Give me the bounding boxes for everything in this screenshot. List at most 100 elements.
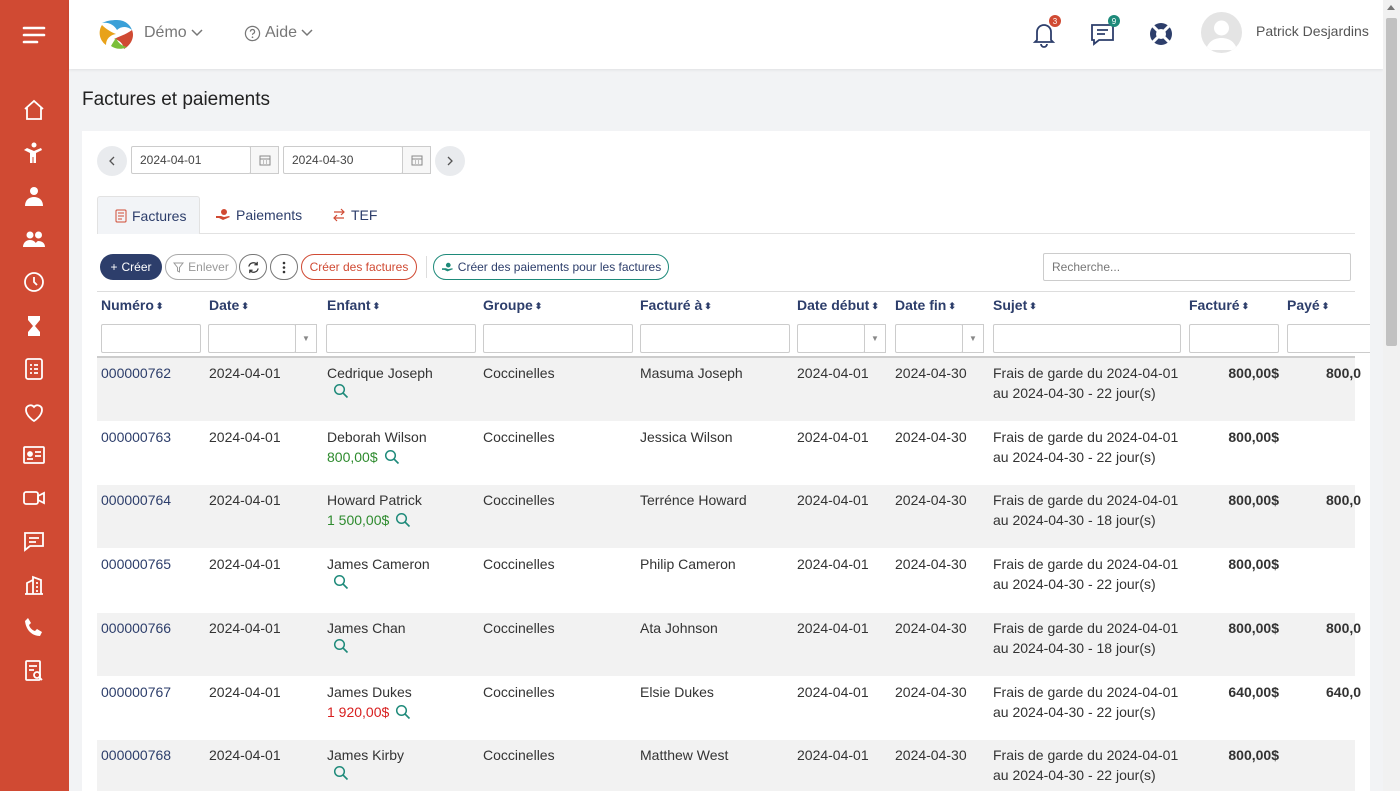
table-row[interactable]: 000000765 2024-04-01 James Cameron Coccinel… (97, 549, 1355, 612)
help-menu[interactable]: Aide (244, 24, 313, 42)
column-header-paye[interactable]: Payé ⬍ (1287, 297, 1329, 313)
filter-numero[interactable] (101, 324, 201, 353)
previous-period-button[interactable] (97, 146, 127, 176)
group-name: Coccinelles (483, 428, 555, 445)
tab-invoices[interactable]: Factures (97, 196, 200, 234)
table-row[interactable]: 000000766 2024-04-01 James Chan Coccinelles… (97, 612, 1361, 676)
filter-groupe[interactable] (483, 324, 633, 353)
support-button[interactable] (1147, 20, 1175, 48)
column-header-sujet[interactable]: Sujet ⬍ (993, 297, 1037, 313)
remove-filter-button[interactable]: Enlever (165, 254, 237, 280)
child-icon[interactable] (14, 137, 54, 169)
filter-date-debut[interactable] (797, 324, 865, 353)
filter-divider (97, 356, 1355, 358)
end-date-input[interactable] (283, 146, 403, 174)
invoice-list-icon[interactable] (14, 353, 54, 385)
column-header-enfant-label: Enfant (327, 297, 371, 313)
invoice-date: 2024-04-01 (209, 428, 281, 445)
child-name: Howard Patrick (327, 492, 422, 509)
next-period-button[interactable] (435, 146, 465, 176)
scroll-thumb[interactable] (1386, 18, 1397, 346)
id-card-icon[interactable] (14, 439, 54, 471)
invoice-number-link[interactable]: 000000763 (101, 428, 172, 445)
column-header-date-debut[interactable]: Date début ⬍ (797, 297, 879, 313)
org-menu[interactable]: Démo (144, 24, 203, 42)
filter-sujet[interactable] (993, 324, 1181, 353)
group-name: Coccinelles (483, 747, 555, 764)
notifications-button[interactable]: 3 (1030, 15, 1061, 48)
refresh-button[interactable] (239, 254, 267, 280)
menu-toggle-icon[interactable] (14, 19, 54, 51)
create-payments-button[interactable]: Créer des paiements pour les factures (433, 254, 669, 280)
child-cell: James Kirby (327, 745, 404, 781)
child-name: James Kirby (327, 747, 405, 764)
remove-filter-label: Enlever (188, 260, 229, 274)
more-options-button[interactable] (270, 254, 298, 280)
home-icon[interactable] (14, 94, 54, 126)
start-date-calendar-button[interactable] (250, 146, 279, 174)
group-icon[interactable] (14, 223, 54, 255)
create-button[interactable]: + Créer (100, 254, 162, 280)
table-row[interactable]: 000000762 2024-04-01 Cedrique Joseph Coccin… (97, 358, 1361, 421)
filter-paye[interactable] (1287, 324, 1370, 353)
start-date: 2024-04-01 (797, 619, 869, 636)
avatar[interactable] (1201, 12, 1242, 53)
invoice-number-link[interactable]: 000000764 (101, 492, 172, 509)
table-row[interactable]: 000000768 2024-04-01 James Kirby Coccinelle… (97, 740, 1355, 791)
invoice-number-link[interactable]: 000000765 (101, 556, 172, 573)
clock-icon[interactable] (14, 266, 54, 298)
column-header-groupe[interactable]: Groupe ⬍ (483, 297, 542, 313)
filter-date-fin[interactable] (895, 324, 963, 353)
table-row[interactable]: 000000764 2024-04-01 Howard Patrick 1 500,0… (97, 485, 1361, 549)
search-input[interactable] (1043, 253, 1351, 281)
tab-transfers[interactable]: TEF (332, 196, 377, 234)
sort-icon: ⬍ (155, 301, 164, 311)
phone-icon[interactable] (14, 612, 54, 644)
end-date: 2024-04-30 (895, 747, 967, 764)
chevron-right-icon (447, 156, 453, 166)
sidebar (0, 0, 69, 791)
invoice-number-link[interactable]: 000000767 (101, 683, 172, 700)
filter-date-fin-dropdown[interactable]: ▼ (962, 324, 984, 353)
tab-payments[interactable]: Paiements (215, 196, 302, 234)
start-date-input[interactable] (131, 146, 251, 174)
end-date-calendar-button[interactable] (402, 146, 431, 174)
column-header-date[interactable]: Date ⬍ (209, 297, 249, 313)
staff-icon[interactable] (14, 180, 54, 212)
column-header-date-fin[interactable]: Date fin ⬍ (895, 297, 956, 313)
child-balance-line: 800,00$ (327, 447, 427, 467)
heart-icon[interactable] (14, 396, 54, 428)
column-header-facture-a[interactable]: Facturé à ⬍ (640, 297, 712, 313)
invoice-date: 2024-04-01 (209, 492, 281, 509)
column-header-facture[interactable]: Facturé ⬍ (1189, 297, 1249, 313)
invoice-number-link[interactable]: 000000762 (101, 365, 172, 381)
column-header-numero[interactable]: Numéro ⬍ (101, 297, 163, 313)
table-row[interactable]: 000000763 2024-04-01 Deborah Wilson 800,00$… (97, 422, 1355, 485)
filter-facture[interactable] (1189, 324, 1279, 353)
user-name[interactable]: Patrick Desjardins (1256, 23, 1369, 39)
create-invoices-button[interactable]: Créer des factures (301, 254, 417, 280)
filter-enfant[interactable] (326, 324, 476, 353)
invoice-number-link[interactable]: 000000768 (101, 747, 172, 764)
scroll-up-arrow[interactable] (1387, 5, 1395, 10)
filter-facture-a[interactable] (640, 324, 790, 353)
hourglass-icon[interactable] (14, 310, 54, 342)
column-header-enfant[interactable]: Enfant ⬍ (327, 297, 380, 313)
user-icon (1206, 20, 1237, 50)
sort-icon: ⬍ (241, 301, 249, 311)
subject-line-2: au 2024-04-30 - 22 jour(s) (993, 576, 1156, 593)
table-row[interactable]: 000000767 2024-04-01 James Dukes 1 920,00$ C… (97, 677, 1361, 740)
video-icon[interactable] (14, 482, 54, 514)
filter-icon (173, 262, 185, 273)
filter-date-dropdown[interactable]: ▼ (295, 324, 317, 353)
page-scrollbar[interactable] (1383, 0, 1400, 791)
child-name: James Cameron (327, 556, 430, 573)
message-icon[interactable] (14, 525, 54, 557)
invoice-number-link[interactable]: 000000766 (101, 619, 172, 636)
building-icon[interactable] (14, 569, 54, 601)
filter-date[interactable] (208, 324, 296, 353)
messages-button[interactable]: 9 (1089, 15, 1120, 48)
report-icon[interactable] (14, 655, 54, 687)
filter-date-debut-dropdown[interactable]: ▼ (864, 324, 886, 353)
tab-invoices-label: Factures (132, 207, 187, 224)
